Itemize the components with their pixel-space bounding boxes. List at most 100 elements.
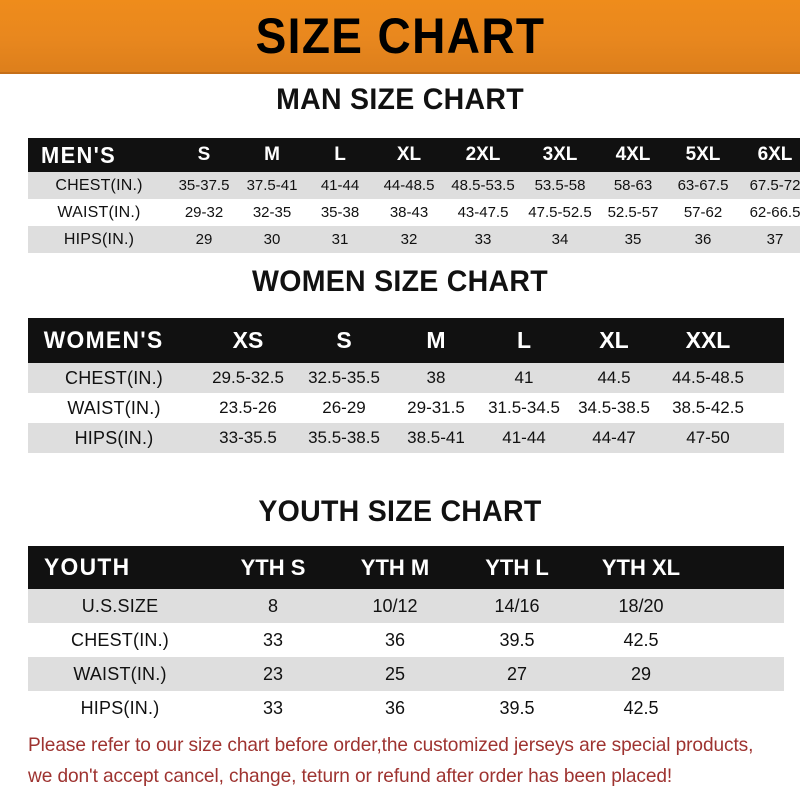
women-chest-s: 32.5-35.5 — [308, 368, 380, 387]
women-waist-xxl: 38.5-42.5 — [672, 398, 744, 417]
women-waist-spacer — [756, 393, 784, 423]
women-row-label-chest: CHEST(IN.) — [65, 367, 163, 388]
men-header-row: MEN'S S M L XL 2XL 3XL 4XL 5XL 6XL — [28, 138, 800, 172]
youth-ussize-s: 8 — [267, 595, 278, 616]
women-col-s: S — [336, 327, 352, 353]
youth-table-body: U.S.SIZE 8 10/12 14/16 18/20 CHEST(IN.) … — [28, 589, 784, 725]
youth-ussize-l: 14/16 — [494, 595, 540, 616]
women-chest-spacer — [756, 363, 784, 393]
youth-chest-xl: 42.5 — [623, 629, 659, 650]
women-chest-l: 41 — [514, 368, 534, 387]
men-row-label-waist: WAIST(IN.) — [57, 203, 141, 221]
section-title-man: MAN SIZE CHART — [276, 83, 524, 116]
men-col-l: L — [334, 144, 346, 165]
women-row-label-waist: WAIST(IN.) — [67, 397, 161, 418]
men-chest-xl: 44-48.5 — [383, 177, 435, 194]
table-row: HIPS(IN.) 29 30 31 32 33 34 35 36 37 — [28, 226, 800, 253]
youth-waist-s: 23 — [262, 663, 284, 684]
youth-chest-spacer — [704, 623, 784, 657]
women-row-label-hips: HIPS(IN.) — [74, 427, 154, 448]
women-table: WOMEN'S XS S M L XL XXL CHEST(IN.) 29.5-… — [28, 318, 784, 453]
youth-waist-l: 27 — [506, 663, 528, 684]
youth-hips-xl: 42.5 — [623, 697, 659, 718]
youth-waist-spacer — [704, 657, 784, 691]
women-waist-l: 31.5-34.5 — [488, 398, 560, 417]
women-col-xs: XS — [232, 327, 264, 353]
men-col-m: M — [264, 144, 280, 165]
men-hips-4xl: 35 — [624, 231, 642, 248]
women-chest-xs: 29.5-32.5 — [212, 368, 284, 387]
men-row-label-chest: CHEST(IN.) — [55, 176, 143, 194]
men-chest-3xl: 53.5-58 — [534, 177, 586, 194]
men-hips-s: 29 — [195, 231, 213, 248]
women-col-spacer — [756, 318, 784, 363]
table-row: U.S.SIZE 8 10/12 14/16 18/20 — [28, 589, 784, 623]
men-hips-l: 31 — [331, 231, 349, 248]
men-chest-2xl: 48.5-53.5 — [451, 177, 515, 194]
youth-col-s: YTH S — [240, 554, 306, 580]
women-hips-xl: 44-47 — [592, 428, 636, 447]
women-table-body: CHEST(IN.) 29.5-32.5 32.5-35.5 38 41 44.… — [28, 363, 784, 453]
table-row: CHEST(IN.) 35-37.5 37.5-41 41-44 44-48.5… — [28, 172, 800, 199]
men-hips-6xl: 37 — [766, 231, 784, 248]
women-hips-s: 35.5-38.5 — [308, 428, 380, 447]
men-waist-5xl: 57-62 — [683, 204, 723, 221]
table-row: CHEST(IN.) 29.5-32.5 32.5-35.5 38 41 44.… — [28, 363, 784, 393]
men-waist-m: 32-35 — [252, 204, 292, 221]
youth-table-head: YOUTH YTH S YTH M YTH L YTH XL — [28, 546, 784, 589]
men-waist-6xl: 62-66.5 — [749, 204, 800, 221]
women-chest-xl: 44.5 — [597, 368, 631, 387]
women-row-label-header: WOMEN'S — [43, 326, 164, 354]
youth-waist-m: 25 — [384, 663, 406, 684]
women-header-row: WOMEN'S XS S M L XL XXL — [28, 318, 784, 363]
men-col-s: S — [197, 144, 211, 165]
youth-row-label-hips: HIPS(IN.) — [80, 697, 160, 718]
section-title-women: WOMEN SIZE CHART — [252, 265, 548, 298]
women-col-xxl: XXL — [685, 327, 731, 353]
disclaimer-line-2: we don't accept cancel, change, teturn o… — [28, 765, 673, 787]
men-waist-l: 35-38 — [320, 204, 360, 221]
men-col-6xl: 6XL — [757, 144, 793, 165]
women-waist-xl: 34.5-38.5 — [578, 398, 650, 417]
youth-col-spacer — [704, 546, 784, 589]
men-hips-2xl: 33 — [474, 231, 492, 248]
men-waist-3xl: 47.5-52.5 — [528, 204, 592, 221]
men-chest-4xl: 58-63 — [613, 177, 653, 194]
youth-row-label-chest: CHEST(IN.) — [71, 629, 169, 650]
table-row: WAIST(IN.) 29-32 32-35 35-38 38-43 43-47… — [28, 199, 800, 226]
men-row-label-header: MEN'S — [41, 141, 117, 168]
table-row: WAIST(IN.) 23 25 27 29 — [28, 657, 784, 691]
youth-row-label-waist: WAIST(IN.) — [73, 663, 167, 684]
women-col-l: L — [516, 327, 532, 353]
page-banner: SIZE CHART — [0, 0, 800, 74]
men-waist-s: 29-32 — [184, 204, 224, 221]
men-row-label-hips: HIPS(IN.) — [63, 230, 135, 248]
women-waist-s: 26-29 — [322, 398, 366, 417]
men-size-table: MEN'S S M L XL 2XL 3XL 4XL 5XL 6XL CHEST… — [28, 138, 800, 253]
page-title: SIZE CHART — [255, 8, 545, 64]
men-col-2xl: 2XL — [465, 144, 501, 165]
youth-size-table: YOUTH YTH S YTH M YTH L YTH XL U.S.SIZE … — [28, 546, 784, 725]
men-waist-2xl: 43-47.5 — [457, 204, 509, 221]
men-chest-l: 41-44 — [320, 177, 360, 194]
men-table-head: MEN'S S M L XL 2XL 3XL 4XL 5XL 6XL — [28, 138, 800, 172]
women-col-m: M — [426, 327, 446, 353]
youth-ussize-m: 10/12 — [372, 595, 418, 616]
youth-col-l: YTH L — [485, 554, 549, 580]
women-hips-spacer — [756, 423, 784, 453]
men-chest-m: 37.5-41 — [246, 177, 298, 194]
youth-hips-l: 39.5 — [499, 697, 535, 718]
men-hips-xl: 32 — [400, 231, 418, 248]
table-row: HIPS(IN.) 33-35.5 35.5-38.5 38.5-41 41-4… — [28, 423, 784, 453]
youth-chest-l: 39.5 — [499, 629, 535, 650]
men-col-4xl: 4XL — [615, 144, 651, 165]
disclaimer-note: Please refer to our size chart before or… — [28, 730, 765, 792]
disclaimer-line-1: Please refer to our size chart before or… — [28, 734, 754, 756]
women-hips-xxl: 47-50 — [686, 428, 730, 447]
women-table-head: WOMEN'S XS S M L XL XXL — [28, 318, 784, 363]
table-row: HIPS(IN.) 33 36 39.5 42.5 — [28, 691, 784, 725]
youth-hips-s: 33 — [262, 697, 284, 718]
youth-ussize-spacer — [704, 589, 784, 623]
youth-table: YOUTH YTH S YTH M YTH L YTH XL U.S.SIZE … — [28, 546, 784, 725]
